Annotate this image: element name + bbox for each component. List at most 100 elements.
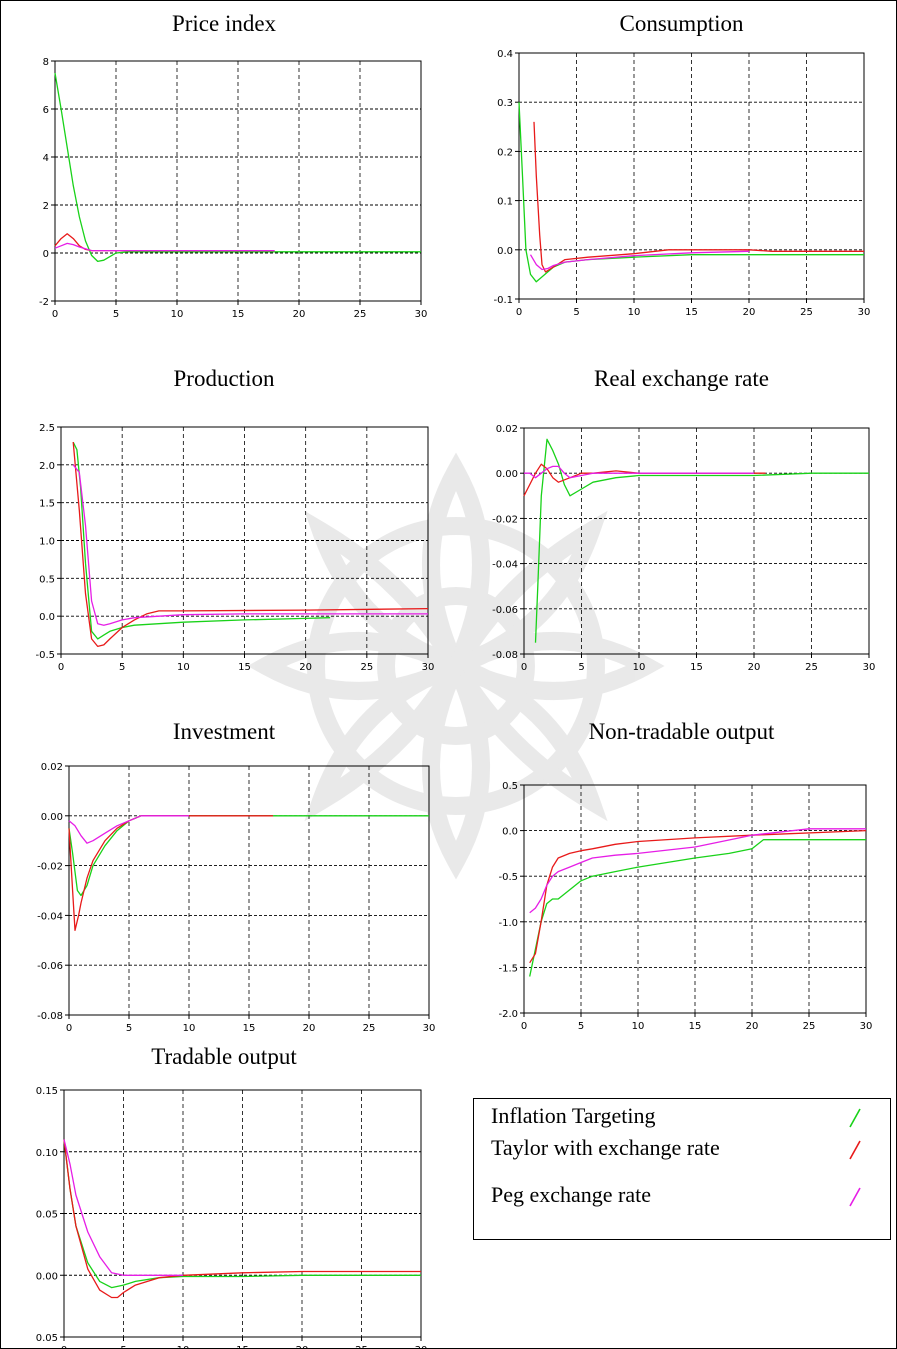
x-tick-label: 30 bbox=[415, 1345, 428, 1349]
series-line-taylor-with-exchange-rate bbox=[63, 1139, 421, 1299]
chart-panel-investment: Investment 0 5 10 15 20 25 30 -0.08 -0.06 -0.04 -0… bbox=[9, 719, 439, 1064]
series-line-peg-exchange-rate bbox=[72, 464, 428, 626]
y-tick-label: -1.0 bbox=[498, 918, 518, 929]
x-tick-label: 10 bbox=[183, 1023, 196, 1034]
series-line-inflation-targeting bbox=[54, 72, 421, 263]
y-tick-label: 0.10 bbox=[36, 1148, 58, 1159]
x-tick-label: 20 bbox=[296, 1345, 309, 1349]
x-tick-label: 0 bbox=[61, 1345, 67, 1349]
legend-label: Peg exchange rate bbox=[491, 1182, 652, 1207]
y-tick-label: 0.02 bbox=[41, 762, 63, 773]
y-tick-label: -0.1 bbox=[493, 295, 513, 306]
x-tick-label: 5 bbox=[113, 309, 119, 320]
series-line-peg-exchange-rate bbox=[63, 1139, 183, 1276]
y-tick-label: 6 bbox=[43, 105, 49, 116]
y-tick-label: 2.5 bbox=[39, 423, 55, 434]
x-tick-label: 10 bbox=[632, 1021, 645, 1032]
chart-svg-tradable-output: 0 5 10 15 20 25 30 0.05 0.00 0.05 0.10 0.15 bbox=[36, 1086, 428, 1349]
series-line-taylor-with-exchange-rate bbox=[68, 815, 273, 931]
x-tick-label: 10 bbox=[633, 662, 646, 673]
x-tick-label: 20 bbox=[303, 1023, 316, 1034]
chart-panel-price-index: Price index 0 5 10 15 20 25 30 -2 0 2 4 6 8 bbox=[9, 11, 439, 331]
series-line-peg-exchange-rate bbox=[54, 242, 275, 252]
y-tick-label: 0.3 bbox=[497, 98, 513, 109]
x-tick-label: 10 bbox=[177, 1345, 190, 1349]
x-tick-label: 25 bbox=[355, 1345, 368, 1349]
x-tick-label: 15 bbox=[238, 662, 251, 673]
x-tick-label: 15 bbox=[236, 1345, 249, 1349]
chart-panel-real-exchange-rate: Real exchange rate 0 5 10 15 20 25 30 -0.08 -0.0… bbox=[469, 366, 894, 696]
series-line-peg-exchange-rate bbox=[68, 815, 189, 844]
x-tick-label: 5 bbox=[119, 662, 125, 673]
chart-panel-consumption: Consumption 0 5 10 15 20 25 30 -0.1 0.0 0.1 0.2 0.3… bbox=[469, 11, 894, 331]
chart-panel-tradable-output: Tradable output 0 5 10 15 20 25 30 0.05 0.00 0.05… bbox=[9, 1044, 439, 1349]
series-line-taylor-with-exchange-rate bbox=[529, 829, 867, 964]
y-tick-label: -0.02 bbox=[492, 514, 518, 525]
series-line-peg-exchange-rate bbox=[529, 250, 750, 271]
chart-title: Production bbox=[173, 366, 275, 391]
series-line-inflation-targeting bbox=[68, 815, 429, 897]
x-tick-label: 25 bbox=[360, 662, 373, 673]
y-tick-label: 0.5 bbox=[502, 781, 518, 792]
y-tick-label: 0.05 bbox=[36, 1210, 58, 1221]
x-tick-label: 0 bbox=[58, 662, 64, 673]
series-line-peg-exchange-rate bbox=[524, 465, 754, 479]
y-tick-label: 0.15 bbox=[36, 1086, 58, 1097]
x-tick-label: 0 bbox=[66, 1023, 72, 1034]
y-tick-label: 1.5 bbox=[39, 499, 55, 510]
y-tick-label: -0.04 bbox=[492, 560, 518, 571]
legend-entry-inflation-targeting: Inflation Targeting bbox=[491, 1103, 886, 1133]
y-tick-label: 0.00 bbox=[41, 812, 63, 823]
y-tick-label: -2 bbox=[39, 297, 49, 308]
y-tick-label: 0.00 bbox=[496, 469, 518, 480]
x-tick-label: 5 bbox=[578, 662, 584, 673]
x-tick-label: 10 bbox=[177, 662, 190, 673]
y-tick-label: 0.1 bbox=[497, 197, 513, 208]
x-tick-label: 20 bbox=[746, 1021, 759, 1032]
chart-svg-non-tradable-output: 0 5 10 15 20 25 30 -2.0 -1.5 -1.0 -0.5 0.0 0.5 bbox=[498, 781, 873, 1032]
x-tick-label: 25 bbox=[800, 307, 813, 318]
y-tick-label: 2 bbox=[43, 201, 49, 212]
series-line-taylor-with-exchange-rate bbox=[533, 121, 864, 273]
x-tick-label: 5 bbox=[578, 1021, 584, 1032]
y-tick-label: -0.08 bbox=[492, 650, 518, 661]
y-tick-label: -2.0 bbox=[498, 1009, 518, 1020]
legend-swatch-icon bbox=[849, 1140, 861, 1160]
x-tick-label: 25 bbox=[805, 662, 818, 673]
chart-panel-non-tradable-output: Non-tradable output 0 5 10 15 20 25 30 -2.0 -1.5… bbox=[469, 719, 894, 1064]
y-tick-label: -0.04 bbox=[37, 911, 63, 922]
x-tick-label: 15 bbox=[689, 1021, 702, 1032]
y-tick-label: 0.0 bbox=[502, 827, 518, 838]
y-tick-label: 0.00 bbox=[36, 1271, 58, 1282]
chart-panel-production: Production 0 5 10 15 20 25 30 -0.5 0.0 0.5 1.0 1.5 2… bbox=[9, 366, 439, 696]
x-tick-label: 30 bbox=[863, 662, 876, 673]
series-line-inflation-targeting bbox=[534, 438, 869, 643]
x-tick-label: 10 bbox=[628, 307, 641, 318]
x-tick-label: 0 bbox=[516, 307, 522, 318]
chart-title: Real exchange rate bbox=[594, 366, 769, 391]
x-tick-label: 5 bbox=[573, 307, 579, 318]
series-line-inflation-targeting bbox=[72, 441, 331, 640]
x-tick-label: 15 bbox=[232, 309, 245, 320]
x-tick-label: 25 bbox=[803, 1021, 816, 1032]
x-tick-label: 15 bbox=[685, 307, 698, 318]
legend-entry-taylor-with-exchange-rate: Taylor with exchange rate bbox=[491, 1135, 886, 1165]
x-tick-label: 30 bbox=[860, 1021, 873, 1032]
chart-title: Non-tradable output bbox=[588, 719, 775, 744]
y-tick-label: 8 bbox=[43, 57, 49, 68]
y-tick-label: 0.0 bbox=[39, 612, 55, 623]
legend-swatch-icon bbox=[849, 1187, 861, 1207]
y-tick-label: -0.06 bbox=[37, 961, 63, 972]
series-line-inflation-targeting bbox=[518, 102, 864, 283]
x-tick-label: 5 bbox=[120, 1345, 126, 1349]
chart-title: Tradable output bbox=[151, 1044, 297, 1069]
x-tick-label: 0 bbox=[521, 1021, 527, 1032]
chart-svg-real-exchange-rate: 0 5 10 15 20 25 30 -0.08 -0.06 -0.04 -0.02 0.00 0.02 bbox=[492, 424, 876, 673]
chart-svg-investment: 0 5 10 15 20 25 30 -0.08 -0.06 -0.04 -0.02 0.00 0.02 bbox=[37, 762, 435, 1034]
chart-title: Investment bbox=[172, 719, 276, 744]
x-tick-label: 25 bbox=[354, 309, 367, 320]
x-tick-label: 0 bbox=[521, 662, 527, 673]
legend-swatch-icon bbox=[849, 1108, 861, 1128]
